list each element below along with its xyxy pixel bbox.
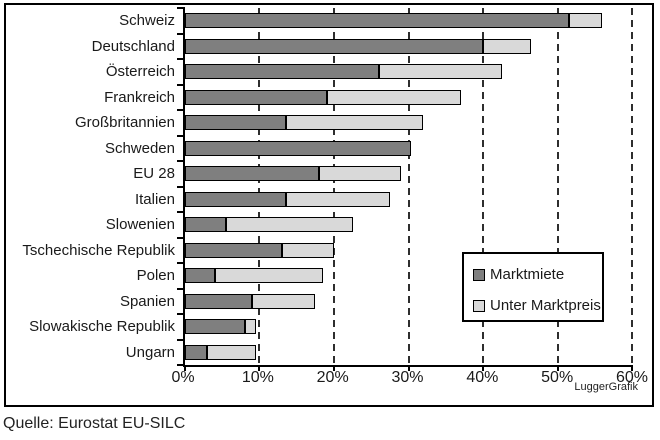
x-tick-label: 20% xyxy=(316,369,349,386)
source-caption: Quelle: Eurostat EU-SILC xyxy=(3,415,186,432)
bar-segment-unter-marktpreis xyxy=(319,166,402,182)
x-tick-label: 10% xyxy=(241,369,274,386)
gridline-20% xyxy=(332,8,335,365)
bar-segment-marktmiete xyxy=(185,293,253,309)
y-axis-tick xyxy=(177,185,185,188)
y-axis-tick xyxy=(177,83,185,86)
bar-segment-marktmiete xyxy=(185,268,215,284)
bar-segment-marktmiete xyxy=(185,64,379,80)
plot-area xyxy=(177,7,633,371)
x-axis-labels: 0% 10% 20% 30% 40% 50% 60% xyxy=(171,369,648,391)
x-axis-tick xyxy=(258,365,261,371)
y-axis-tick xyxy=(177,134,185,137)
bar-segment-unter-marktpreis xyxy=(482,38,532,54)
category-label: Slowenien xyxy=(105,216,175,233)
legend-label-unter-marktpreis: Unter Marktpreis xyxy=(490,297,601,314)
category-label: Österreich xyxy=(105,63,175,80)
legend: Marktmiete Unter Marktpreis xyxy=(462,252,604,322)
x-axis-tick xyxy=(332,365,335,371)
category-label: Frankreich xyxy=(104,88,175,106)
x-tick-label: 60% xyxy=(615,369,649,386)
bar-segment-unter-marktpreis xyxy=(568,13,603,29)
gridline-10% xyxy=(258,8,261,365)
x-axis-tick xyxy=(481,365,484,371)
bar-segment-unter-marktpreis xyxy=(207,344,256,360)
x-axis-tick xyxy=(184,365,186,371)
y-axis-tick xyxy=(177,338,185,341)
y-axis-tick xyxy=(177,160,185,162)
category-label: Deutschland xyxy=(91,37,175,55)
gridline-60% xyxy=(631,8,633,365)
bar-segment-marktmiete xyxy=(185,13,569,29)
x-tick-label: 30% xyxy=(391,369,424,386)
legend-label-marktmiete: Marktmiete xyxy=(490,266,565,283)
bar-segment-marktmiete xyxy=(185,166,320,182)
gridline-40% xyxy=(481,8,484,365)
bar-segment-marktmiete xyxy=(185,217,226,233)
category-label: Polen xyxy=(136,267,175,284)
y-axis-tick xyxy=(177,236,185,239)
x-axis-tick xyxy=(407,365,410,371)
y-axis-tick xyxy=(177,364,185,366)
bar-segment-marktmiete xyxy=(185,89,327,105)
category-label: Schweden xyxy=(104,139,175,157)
bar-segment-marktmiete xyxy=(185,191,286,207)
y-axis-tick xyxy=(177,287,185,290)
category-label: Großbritannien xyxy=(74,114,175,131)
y-axis-tick xyxy=(177,32,185,35)
bar-segment-unter-marktpreis xyxy=(326,89,461,105)
y-axis-tick xyxy=(177,58,185,60)
bar-segment-unter-marktpreis xyxy=(225,217,353,233)
marktmiete-swatch-icon xyxy=(473,268,485,281)
category-label: Spanien xyxy=(119,292,175,310)
bar-segment-unter-marktpreis xyxy=(285,191,390,207)
category-label: Slowakische Republik xyxy=(29,318,175,335)
bar-segment-unter-marktpreis xyxy=(252,293,316,309)
y-axis-tick xyxy=(177,211,185,213)
y-axis-tick xyxy=(177,7,185,9)
watermark: LuggerGrafik xyxy=(574,381,638,393)
category-label: Tschechische Republik xyxy=(22,241,175,259)
gridline-50% xyxy=(556,8,559,365)
y-axis-tick xyxy=(177,313,185,315)
legend-item-unter-marktpreis: Unter Marktpreis xyxy=(473,297,601,314)
category-label: Schweiz xyxy=(119,12,175,29)
category-label: Ungarn xyxy=(125,343,175,361)
x-tick-label: 40% xyxy=(466,369,499,386)
unter-marktpreis-swatch-icon xyxy=(473,299,485,312)
bar-segment-unter-marktpreis xyxy=(244,319,256,335)
gridline-30% xyxy=(407,8,410,365)
x-axis-tick xyxy=(556,365,559,371)
bar-segment-unter-marktpreis xyxy=(281,242,334,258)
bar-segment-marktmiete xyxy=(185,38,483,54)
y-axis-tick xyxy=(177,262,185,264)
bar-segment-marktmiete xyxy=(185,140,411,156)
category-label: EU 28 xyxy=(133,165,175,182)
y-axis-tick xyxy=(177,109,185,111)
bar-segment-marktmiete xyxy=(185,319,245,335)
bar-segment-unter-marktpreis xyxy=(285,115,424,131)
bar-segment-unter-marktpreis xyxy=(378,64,502,80)
category-label: Italien xyxy=(134,190,175,208)
x-tick-label: 50% xyxy=(541,369,574,386)
legend-item-marktmiete: Marktmiete xyxy=(473,266,564,283)
x-axis-tick xyxy=(631,365,633,371)
x-tick-label: 0% xyxy=(171,369,195,386)
bar-segment-marktmiete xyxy=(185,344,208,360)
bar-segment-marktmiete xyxy=(185,115,286,131)
bar-segment-unter-marktpreis xyxy=(214,268,323,284)
bar-segment-marktmiete xyxy=(185,242,282,258)
